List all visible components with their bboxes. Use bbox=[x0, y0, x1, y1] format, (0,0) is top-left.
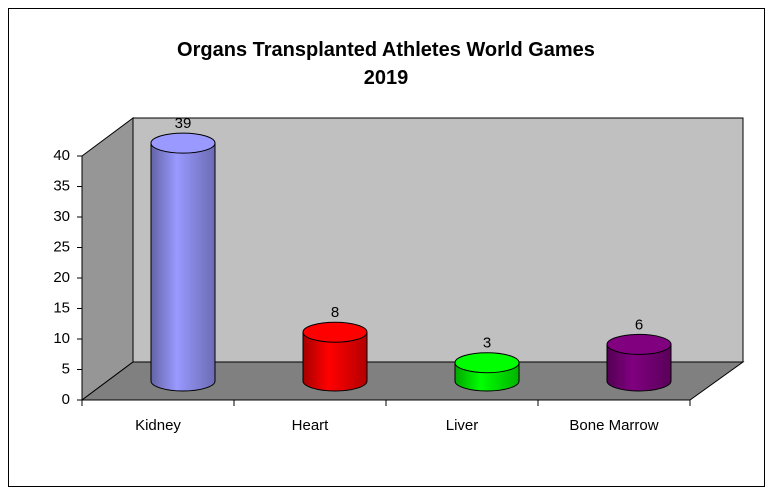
value-label: 39 bbox=[175, 115, 192, 132]
y-tick-label: 0 bbox=[62, 391, 70, 408]
y-tick-label: 40 bbox=[53, 147, 70, 164]
y-tick-label: 20 bbox=[53, 269, 70, 286]
bar bbox=[150, 132, 216, 392]
y-tick-label: 30 bbox=[53, 208, 70, 225]
y-tick-label: 35 bbox=[53, 177, 70, 194]
y-tick-label: 15 bbox=[53, 299, 70, 316]
x-tick-label: Liver bbox=[446, 417, 479, 434]
y-tick-label: 5 bbox=[62, 360, 70, 377]
x-tick-label: Kidney bbox=[135, 417, 181, 434]
bar bbox=[454, 352, 520, 392]
y-tick-label: 25 bbox=[53, 238, 70, 255]
value-label: 8 bbox=[331, 304, 339, 321]
y-tick-label: 10 bbox=[53, 330, 70, 347]
x-tick-label: Bone Marrow bbox=[569, 417, 658, 434]
value-label: 6 bbox=[635, 316, 643, 333]
chart-title: Organs Transplanted Athletes World Games… bbox=[177, 39, 595, 89]
back-wall bbox=[132, 117, 744, 363]
x-tick-label: Heart bbox=[292, 417, 330, 434]
side-wall bbox=[81, 117, 134, 401]
bar bbox=[606, 333, 672, 392]
value-label: 3 bbox=[483, 335, 491, 352]
bar bbox=[302, 321, 368, 392]
